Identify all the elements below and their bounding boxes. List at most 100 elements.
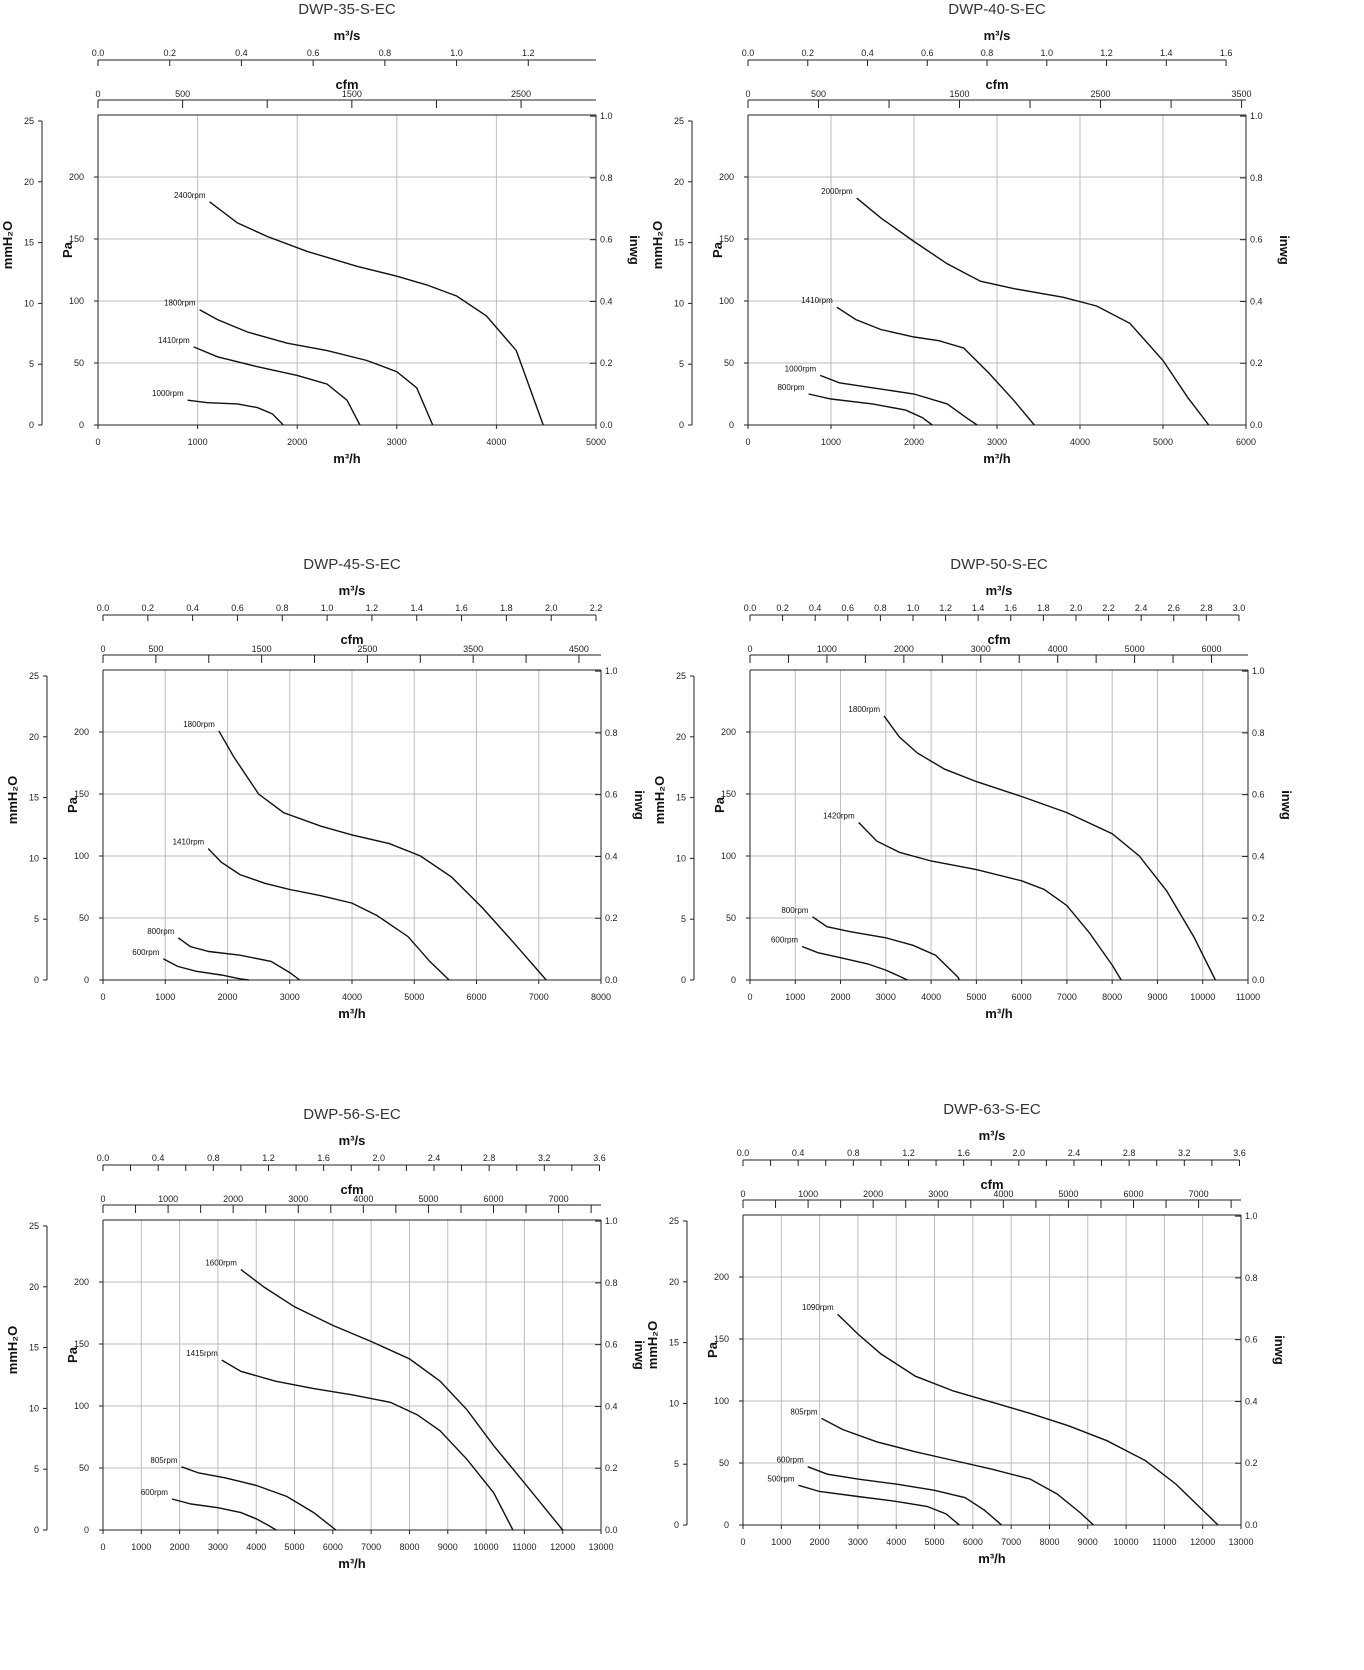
curve-label-1800rpm: 1800rpm [183,720,215,729]
curve-label-1410rpm: 1410rpm [173,838,205,847]
curve-label-500rpm: 500rpm [767,1474,794,1483]
curve-1800rpm [199,309,434,426]
cfm-tick-label: 6000 [483,1194,503,1204]
cfm-tick-label: 2000 [894,644,914,654]
mmh2o-tick-label: 25 [674,116,684,126]
m3s-axis-label: m³/s [334,28,361,43]
m3s-tick-label: 0.2 [776,603,789,613]
cfm-tick-label: 0 [100,1194,105,1204]
m3h-tick-label: 7000 [361,1542,381,1552]
inwg-tick-label: 1.0 [600,111,613,121]
m3h-tick-label: 6000 [466,992,486,1002]
inwg-axis-label: inwg [627,235,642,265]
curve-1410rpm [836,306,1035,426]
curve-label-1600rpm: 1600rpm [205,1259,237,1268]
m3h-tick-label: 10000 [1114,1537,1139,1547]
m3h-tick-label: 8000 [591,992,611,1002]
m3s-tick-label: 3.2 [1178,1148,1191,1158]
pa-tick-label: 0 [724,1520,729,1530]
m3h-tick-label: 1000 [131,1542,151,1552]
pa-tick-label: 50 [724,358,734,368]
cfm-axis-label: cfm [987,632,1010,647]
cfm-axis-label: cfm [985,77,1008,92]
m3h-tick-label: 4000 [886,1537,906,1547]
inwg-tick-label: 0.6 [605,790,618,800]
inwg-tick-label: 0.2 [1245,1458,1258,1468]
curve-600rpm [801,945,908,981]
m3h-tick-label: 11000 [1152,1537,1176,1547]
m3h-tick-label: 3000 [987,437,1007,447]
cfm-tick-label: 1000 [817,644,837,654]
curve-label-805rpm: 805rpm [790,1407,817,1416]
m3h-tick-label: 1000 [771,1537,791,1547]
pa-tick-label: 0 [84,1525,89,1535]
mmh2o-tick-label: 10 [29,1403,39,1413]
inwg-tick-label: 0.0 [1250,420,1263,430]
curve-label-600rpm: 600rpm [141,1488,168,1497]
cfm-tick-label: 2500 [357,644,377,654]
pa-axis-label: Pa [65,1346,80,1363]
m3h-tick-label: 3000 [208,1542,228,1552]
pa-tick-label: 100 [69,296,84,306]
m3h-tick-label: 4000 [921,992,941,1002]
inwg-tick-label: 0.8 [1250,173,1263,183]
cfm-tick-label: 0 [100,644,105,654]
cfm-tick-label: 4500 [569,644,589,654]
inwg-axis-label: inwg [632,790,647,820]
curve-label-1410rpm: 1410rpm [801,296,833,305]
curve-1800rpm [218,730,547,981]
inwg-tick-label: 0.0 [1245,1520,1258,1530]
pa-tick-label: 200 [74,727,89,737]
inwg-tick-label: 0.0 [1252,975,1265,985]
chart-title: DWP-50-S-EC [950,556,1048,573]
mmh2o-tick-label: 0 [679,420,684,430]
curve-label-800rpm: 800rpm [147,927,174,936]
curve-label-1000rpm: 1000rpm [152,389,184,398]
chart-panel-dwp-56: DWP-56-S-EC m³/s 0.0 0.4 0.8 1.2 1.6 2.0 2.4 2.8 3… [5,1105,665,1625]
pa-tick-label: 200 [714,1272,729,1282]
m3s-tick-label: 2.8 [483,1153,496,1163]
pa-tick-label: 0 [79,420,84,430]
m3s-tick-label: 0.2 [142,603,155,613]
pa-tick-label: 200 [721,727,736,737]
inwg-tick-label: 0.0 [605,975,618,985]
m3s-tick-label: 0.4 [809,603,822,613]
cfm-tick-label: 500 [811,89,826,99]
curve-800rpm [177,937,301,981]
mmh2o-tick-label: 15 [29,793,39,803]
curve-805rpm [821,1417,1094,1526]
m3h-tick-label: 8000 [1039,1537,1059,1547]
cfm-tick-label: 5000 [1125,644,1145,654]
chart-title: DWP-45-S-EC [303,556,401,573]
cfm-tick-label: 4000 [353,1194,373,1204]
m3s-tick-label: 2.8 [1123,1148,1136,1158]
m3h-tick-label: 1000 [785,992,805,1002]
inwg-tick-label: 0.6 [1252,790,1265,800]
m3s-tick-label: 0.2 [163,48,176,58]
curve-1090rpm [837,1313,1219,1526]
inwg-tick-label: 0.8 [605,1278,618,1288]
chart-title: DWP-35-S-EC [298,1,396,18]
curve-label-1090rpm: 1090rpm [802,1303,834,1312]
m3s-tick-label: 2.4 [1068,1148,1081,1158]
cfm-axis-label: cfm [340,632,363,647]
inwg-axis-label: inwg [1272,1335,1287,1365]
mmh2o-tick-label: 5 [679,359,684,369]
m3h-tick-label: 0 [100,1542,105,1552]
curve-label-1000rpm: 1000rpm [785,364,817,373]
m3s-tick-label: 0.4 [152,1153,165,1163]
mmh2o-axis-label: mmH₂O [5,776,20,824]
pa-tick-label: 150 [69,234,84,244]
mmh2o-tick-label: 10 [29,853,39,863]
inwg-tick-label: 1.0 [1252,666,1265,676]
m3s-tick-label: 3.0 [1233,603,1246,613]
m3h-axis-label: m³/h [333,451,361,466]
mmh2o-tick-label: 20 [669,1277,679,1287]
curve-1410rpm [193,346,361,426]
cfm-tick-label: 0 [747,644,752,654]
curve-label-600rpm: 600rpm [132,948,159,957]
cfm-tick-label: 2500 [511,89,531,99]
mmh2o-tick-label: 0 [681,975,686,985]
inwg-tick-label: 0.4 [605,1401,618,1411]
pa-tick-label: 50 [79,913,89,923]
